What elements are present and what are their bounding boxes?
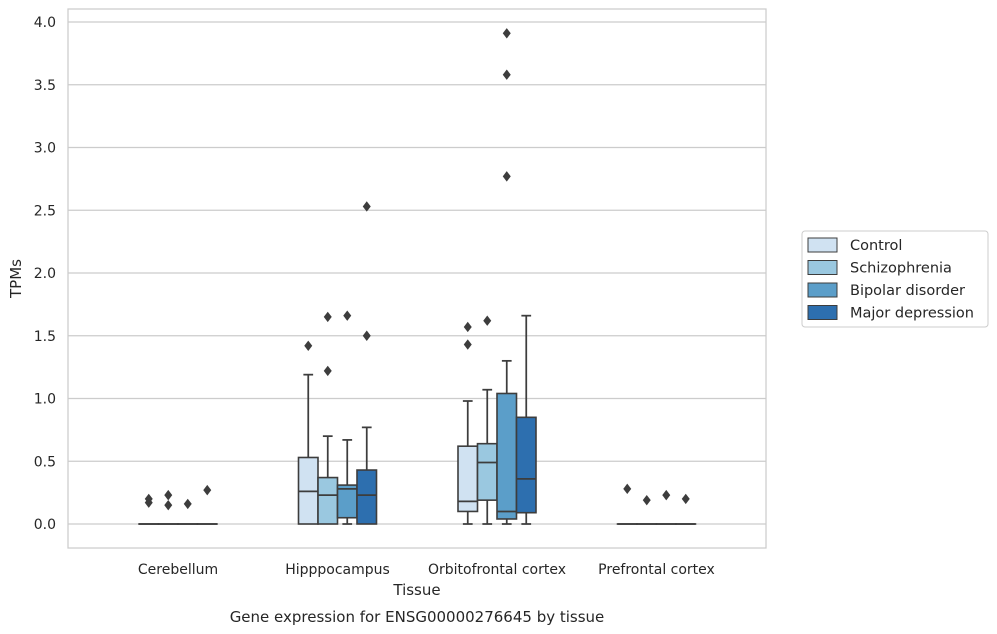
box-schizophrenia xyxy=(476,315,498,525)
outlier-point xyxy=(642,494,651,506)
grid-lines xyxy=(68,21,766,525)
box-iqr xyxy=(515,416,537,514)
legend-label: Major depression xyxy=(850,306,974,322)
outlier-point xyxy=(463,321,472,333)
box-control xyxy=(138,493,160,525)
y-tick-label: 2.0 xyxy=(34,266,56,282)
y-tick-label: 0.5 xyxy=(34,454,56,470)
box-schizophrenia xyxy=(317,311,339,525)
outlier-point xyxy=(323,311,332,323)
outlier-point xyxy=(164,489,173,501)
outlier-point xyxy=(662,489,671,501)
box-iqr xyxy=(496,392,518,520)
box-plots xyxy=(138,28,697,525)
outlier-point xyxy=(183,498,192,510)
outlier-point xyxy=(502,171,511,182)
outlier-point xyxy=(343,310,352,321)
legend-swatch xyxy=(807,260,838,275)
legend-label: Bipolar disorder xyxy=(850,283,965,299)
y-tick-label: 4.0 xyxy=(34,15,56,31)
legend-label: Schizophrenia xyxy=(850,261,952,277)
box-bipolar-disorder xyxy=(336,310,358,525)
y-axis-label: TPMs xyxy=(7,259,25,299)
y-tick-label: 1.5 xyxy=(34,329,56,345)
y-tick-label: 3.5 xyxy=(34,78,56,94)
box-major-depression xyxy=(675,493,697,525)
box-bipolar-disorder xyxy=(496,28,518,525)
box-bipolar-disorder xyxy=(177,498,199,525)
box-control xyxy=(457,321,479,525)
outlier-point xyxy=(502,28,511,39)
legend-frame xyxy=(801,230,989,328)
box-iqr xyxy=(336,484,358,519)
outlier-point xyxy=(164,499,173,511)
box-major-depression xyxy=(356,201,378,525)
y-tick-label: 2.5 xyxy=(34,203,56,219)
outlier-point xyxy=(502,69,511,80)
legend-swatch xyxy=(807,305,838,320)
plot-frame xyxy=(67,8,767,549)
x-tick-label: Hipppocampus xyxy=(285,562,390,578)
box-control xyxy=(297,340,319,525)
x-tick-label: Cerebellum xyxy=(138,562,218,578)
outlier-point xyxy=(483,315,492,326)
box-iqr xyxy=(476,442,498,501)
box-major-depression xyxy=(196,484,218,525)
outlier-point xyxy=(681,493,690,505)
box-bipolar-disorder xyxy=(655,489,677,525)
outlier-point xyxy=(463,339,472,350)
x-axis-label: Tissue xyxy=(392,581,440,599)
outlier-point xyxy=(144,493,153,505)
legend-swatch xyxy=(807,282,838,298)
legend-label: Control xyxy=(850,238,902,254)
x-tick-labels: Cerebellum Hipppocampus Orbitofrontal cort… xyxy=(138,562,715,578)
box-iqr xyxy=(317,476,339,525)
outlier-point xyxy=(304,340,313,351)
outlier-point xyxy=(203,484,212,496)
legend-swatch xyxy=(807,237,838,253)
chart-caption: Gene expression for ENSG00000276645 by t… xyxy=(230,608,605,626)
outlier-point xyxy=(623,483,632,495)
y-tick-label: 3.0 xyxy=(34,141,56,157)
box-schizophrenia xyxy=(636,494,658,525)
y-tick-label: 1.0 xyxy=(34,392,56,408)
legend: Control Schizophrenia Bipolar disorder Majo… xyxy=(801,230,989,328)
box-schizophrenia xyxy=(157,489,179,525)
box-major-depression xyxy=(515,314,537,525)
box-control xyxy=(616,483,638,525)
box-iqr xyxy=(356,469,378,525)
y-tick-labels: 0.0 0.5 1.0 1.5 2.0 2.5 3.0 3.5 4.0 xyxy=(34,15,56,533)
x-tick-label: Orbitofrontal cortex xyxy=(428,562,566,578)
outlier-point xyxy=(362,330,371,341)
x-tick-label: Prefrontal cortex xyxy=(598,562,715,578)
y-tick-label: 0.0 xyxy=(34,517,56,533)
outlier-point xyxy=(323,365,332,377)
outlier-point xyxy=(362,201,371,212)
